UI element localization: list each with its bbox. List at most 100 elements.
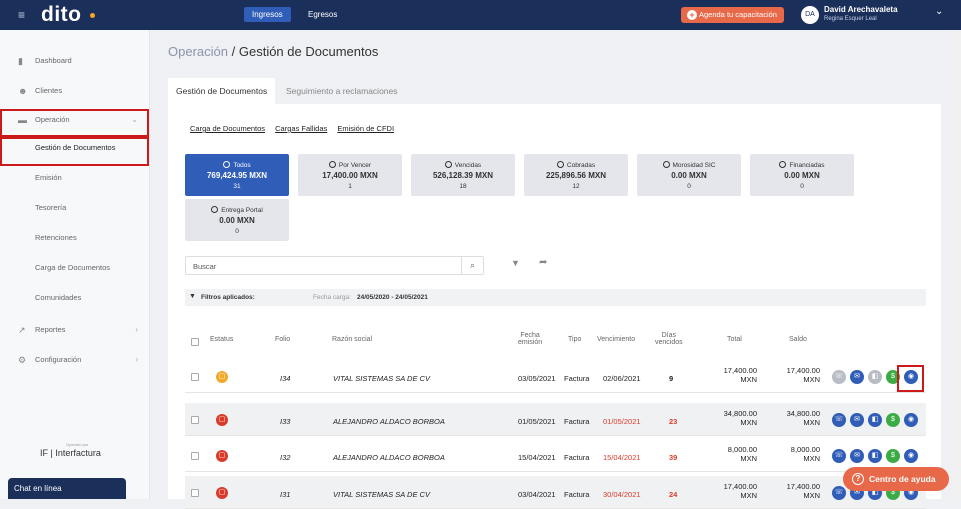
dollar-icon — [779, 161, 787, 168]
app-logo[interactable]: dito — [41, 3, 82, 26]
sidebar-item-dashboard[interactable]: ▮ Dashboard — [0, 51, 150, 71]
tab-egresos[interactable]: Egresos — [308, 10, 338, 19]
stat-card-vencidas[interactable]: Vencidas 526,128.39 MXN 18 — [411, 154, 515, 196]
call-icon[interactable]: ☏ — [832, 486, 846, 500]
sidebar-item-gestion-documentos[interactable]: Gestión de Documentos — [35, 143, 116, 152]
sidebar-item-retenciones[interactable]: Retenciones — [35, 233, 77, 242]
main-card: Carga de Documentos Cargas Fallidas Emis… — [168, 104, 941, 509]
header-fecha[interactable]: Fecha emisión — [518, 332, 543, 346]
stat-card-morosidad[interactable]: Morosidad SIC 0.00 MXN 0 — [637, 154, 741, 196]
header-razon-social[interactable]: Razón social — [332, 336, 373, 343]
document-icon[interactable]: ◧ — [868, 413, 882, 427]
highlight-box-view — [897, 365, 924, 392]
logo-accent-icon — [90, 13, 95, 18]
total-cell: 8,000.00 MXN — [727, 445, 757, 463]
sidebar-item-emision[interactable]: Emisión — [35, 173, 62, 182]
table-row[interactable]: ▢ I31 VITAL SISTEMAS SA DE CV 03/04/2021 Fac… — [185, 476, 926, 509]
header-vencimiento[interactable]: Vencimiento — [597, 336, 636, 343]
plus-circle-icon — [662, 161, 670, 168]
sidebar-item-operacion[interactable]: ▬ Operación ⌄ — [0, 110, 150, 130]
table-row[interactable]: ▢ I33 ALEJANDRO ALDACO BORBOA 01/05/2021 Fac… — [185, 403, 926, 436]
breadcrumb: Operación / Gestión de Documentos — [168, 44, 379, 59]
gear-icon: ⚙ — [18, 355, 27, 365]
sidebar-item-comunidades[interactable]: Comunidades — [35, 293, 82, 302]
dollar-icon[interactable]: $ — [886, 449, 900, 463]
share-arrow-icon[interactable]: ➦ — [539, 257, 548, 268]
tab-ingresos[interactable]: Ingresos — [244, 7, 291, 22]
sidebar-item-tesoreria[interactable]: Tesorería — [35, 203, 67, 212]
document-icon[interactable]: ◧ — [868, 370, 882, 384]
mail-icon[interactable]: ✉ — [850, 449, 864, 463]
sidebar-item-carga-documentos[interactable]: Carga de Documentos — [35, 263, 111, 272]
eye-icon[interactable]: ◉ — [904, 449, 918, 463]
link-cargas-fallidas[interactable]: Cargas Fallidas — [275, 124, 328, 133]
table-row[interactable]: ▢ I32 ALEJANDRO ALDACO BORBOA 15/04/2021 Fac… — [185, 439, 926, 472]
stat-card-entrega-portal[interactable]: Entrega Portal 0.00 MXN 0 — [185, 199, 289, 241]
vencimiento-cell: 15/04/2021 — [603, 453, 641, 462]
quick-links: Carga de Documentos Cargas Fallidas Emis… — [190, 124, 402, 133]
folio-cell: I32 — [280, 453, 291, 462]
sidebar-item-reportes[interactable]: ↗ Reportes › — [0, 320, 150, 340]
sidebar-item-clientes[interactable]: ☻ Clientes — [0, 81, 150, 101]
filter-icon: ▼ — [189, 293, 196, 300]
folio-cell: I33 — [280, 417, 291, 426]
tipo-cell: Factura — [564, 490, 590, 499]
chevron-down-icon[interactable]: ⌄ — [935, 6, 944, 17]
row-checkbox[interactable] — [191, 452, 199, 460]
mail-icon[interactable]: ✉ — [850, 413, 864, 427]
status-icon: ▢ — [216, 371, 228, 383]
header-total[interactable]: Total — [727, 336, 742, 343]
plus-icon: + — [687, 10, 697, 20]
select-all-checkbox[interactable] — [191, 338, 199, 346]
row-checkbox[interactable] — [191, 489, 199, 497]
mail-icon[interactable]: ✉ — [850, 370, 864, 384]
table-row[interactable]: ▢ I34 VITAL SISTEMAS SA DE CV 03/05/2021 Fac… — [185, 360, 926, 393]
user-name[interactable]: David Arechavaleta — [824, 5, 898, 14]
search-icon[interactable]: ⌕ — [461, 257, 483, 274]
header-folio[interactable]: Folio — [275, 336, 291, 343]
row-checkbox[interactable] — [191, 416, 199, 424]
row-checkbox[interactable] — [191, 373, 199, 381]
hamburger-icon[interactable]: ≡ — [18, 8, 26, 22]
stat-card-financiadas[interactable]: Financiadas 0.00 MXN 0 — [750, 154, 854, 196]
eye-icon[interactable]: ◉ — [904, 413, 918, 427]
stat-card-cobradas[interactable]: Cobradas 225,896.56 MXN 12 — [524, 154, 628, 196]
call-icon[interactable]: ☏ — [832, 449, 846, 463]
tab-seguimiento-reclamaciones[interactable]: Seguimiento a reclamaciones — [286, 86, 398, 96]
avatar[interactable]: DA — [801, 6, 819, 24]
razon-social-cell: VITAL SISTEMAS SA DE CV — [333, 374, 430, 383]
chevron-right-icon: › — [135, 325, 138, 334]
header-dias-vencidos[interactable]: Días vencidos — [655, 332, 683, 346]
stat-card-por-vencer[interactable]: Por Vencer 17,400.00 MXN 1 — [298, 154, 402, 196]
chat-button[interactable]: Chat en línea — [8, 478, 126, 499]
stat-card-todos[interactable]: Todos 769,424.95 MXN 31 — [185, 154, 289, 196]
total-cell: 34,800.00 MXN — [723, 409, 757, 427]
alert-icon — [444, 161, 452, 168]
header-saldo[interactable]: Saldo — [789, 336, 807, 343]
call-icon[interactable]: ☏ — [832, 370, 846, 384]
header-tipo[interactable]: Tipo — [568, 336, 582, 343]
dias-vencidos-cell: 39 — [669, 453, 678, 462]
link-carga-documentos[interactable]: Carga de Documentos — [190, 124, 266, 133]
filter-icon[interactable]: ▼ — [511, 258, 520, 268]
header-estatus[interactable]: Estatus — [210, 336, 234, 343]
portal-icon — [211, 206, 219, 213]
scrollbar[interactable] — [951, 30, 961, 499]
call-icon[interactable]: ☏ — [832, 413, 846, 427]
search-input[interactable]: Buscar ⌕ — [185, 256, 484, 275]
eye-icon[interactable]: ◉ — [904, 370, 918, 384]
help-center-button[interactable]: ? Centro de ayuda — [843, 467, 949, 491]
sidebar-item-configuracion[interactable]: ⚙ Configuración › — [0, 350, 150, 370]
bar-chart-icon: ▮ — [18, 56, 23, 66]
saldo-cell: 17,400.00 MXN — [786, 482, 820, 500]
dollar-icon[interactable]: $ — [886, 413, 900, 427]
users-icon: ☻ — [18, 86, 28, 96]
vencimiento-cell: 30/04/2021 — [603, 490, 641, 499]
dollar-icon[interactable]: $ — [886, 370, 900, 384]
tab-bar: Gestión de Documentos Seguimiento a recl… — [168, 78, 941, 104]
tab-gestion-documentos[interactable]: Gestión de Documentos — [168, 78, 276, 104]
highlight-box-gestion — [0, 137, 149, 166]
agenda-capacitacion-button[interactable]: + Agenda tu capacitación — [681, 7, 784, 23]
document-icon[interactable]: ◧ — [868, 449, 882, 463]
link-emision-cfdi[interactable]: Emisión de CFDI — [337, 124, 395, 133]
